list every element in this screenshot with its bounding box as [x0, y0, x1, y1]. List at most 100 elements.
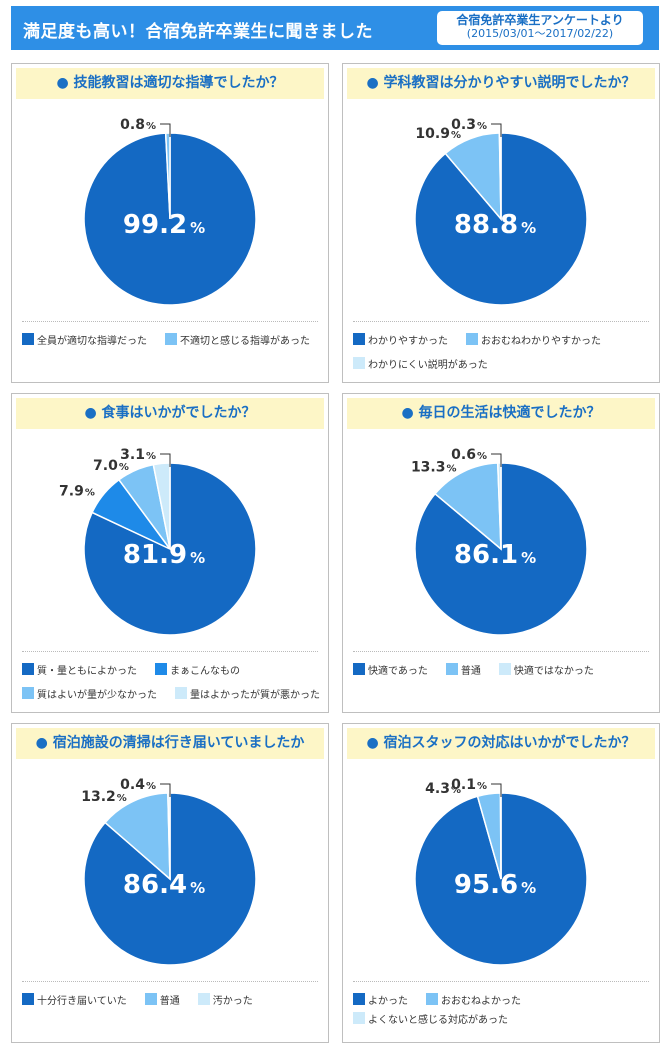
- slice-value-label: 3.1%: [120, 447, 156, 463]
- legend-item: 質はよいが量が少なかった: [22, 686, 157, 701]
- pie-slice: [414, 462, 588, 636]
- pie-chart-container: 86.4% 13.2% 0.4%: [12, 762, 328, 980]
- pie-slice: [104, 792, 171, 881]
- chart-title: ● 宿泊施設の清掃は行き届いていましたか: [16, 728, 324, 759]
- legend-swatch: [466, 333, 478, 345]
- legend-label: 全員が適切な指導だった: [37, 335, 147, 347]
- leader-line: [160, 123, 171, 137]
- chart-legend: 質・量ともによかった まぁこんなもの質はよいが量が少なかった 量はよかったが質が悪か…: [22, 662, 322, 705]
- legend-label: おおむねよかった: [441, 995, 521, 1007]
- legend-label: わかりにくい説明があった: [368, 359, 488, 371]
- main-slice-label: 95.6%: [454, 870, 536, 900]
- chart-title: ● 毎日の生活は快適でしたか？: [347, 398, 655, 429]
- legend-swatch: [155, 663, 167, 675]
- pie-chart: 81.9 % 7.9% 7.0%3.1%: [59, 447, 257, 636]
- main-slice-label: 99.2%: [123, 210, 205, 240]
- legend-item: よかった: [353, 992, 408, 1007]
- chart-title: ● 宿泊スタッフの対応はいかがでしたか？: [347, 728, 655, 759]
- slice-value-label: 7.9%: [59, 484, 95, 500]
- legend-label: 快適ではなかった: [513, 665, 594, 677]
- divider: [353, 321, 649, 322]
- legend-swatch: [353, 333, 365, 345]
- legend-swatch: [353, 1012, 365, 1024]
- pie-chart: 99.2 % 0.8%: [83, 117, 257, 306]
- legend-item: 快適ではなかった: [498, 662, 594, 677]
- legend-label: 普通: [159, 995, 180, 1007]
- pie-chart-container: 88.8% 10.9% 0.3%: [343, 102, 659, 320]
- divider: [353, 651, 649, 652]
- slice-value-label: 4.3%: [425, 781, 461, 797]
- leader-line: [491, 783, 502, 797]
- slice-value-label: 10.9%: [415, 126, 461, 142]
- pie-chart: 95.6 % 4.3%0.1%: [414, 777, 588, 966]
- legend-label: 十分行き届いていた: [37, 995, 127, 1007]
- legend-item: わかりにくい説明があった: [353, 356, 488, 371]
- legend-label: 汚かった: [212, 995, 253, 1007]
- divider: [22, 981, 318, 982]
- legend-swatch: [165, 333, 177, 345]
- legend-label: おおむねわかりやすかった: [481, 335, 601, 347]
- main-slice-label: 81.9%: [123, 540, 205, 570]
- legend-swatch: [22, 993, 34, 1005]
- legend-item: 質・量ともによかった: [22, 662, 137, 677]
- pie-chart-container: 95.6% 4.3% 0.1%: [343, 762, 659, 980]
- legend-label: 快適であった: [368, 665, 428, 677]
- legend-swatch: [144, 993, 157, 1005]
- legend-swatch: [22, 687, 34, 699]
- pie-chart: 86.1 % 13.3%0.6%: [411, 447, 588, 636]
- legend-label: わかりやすかった: [368, 335, 448, 347]
- legend-item: 量はよかったが質が悪かった: [175, 686, 320, 701]
- survey-source-label: 合宿免許卒業生アンケートより: [456, 13, 624, 27]
- main-slice-label: 86.4%: [123, 870, 205, 900]
- pie-slice: [434, 462, 502, 551]
- slice-value-label: 13.3%: [411, 459, 457, 475]
- legend-swatch: [22, 663, 34, 675]
- legend-item: 普通: [144, 992, 180, 1007]
- slice-value-label: 0.3%: [451, 117, 487, 133]
- pie-slice: [83, 462, 257, 636]
- legend-swatch: [353, 663, 365, 675]
- legend-swatch: [22, 333, 34, 345]
- chart-legend: 快適であった 普通 快適ではなかった: [353, 662, 653, 681]
- pie-slice: [414, 132, 588, 306]
- legend-label: 普通: [460, 665, 481, 677]
- legend-swatch: [498, 663, 511, 675]
- legend-item: よくないと感じる対応があった: [353, 1011, 508, 1026]
- legend-item: 全員が適切な指導だった: [22, 332, 147, 347]
- chart-panel-daily-life: ● 毎日の生活は快適でしたか？ 86.1% 13.3% 0.6% 快適であった 普通快…: [342, 393, 660, 713]
- pie-chart: 88.8 % 10.9%0.3%: [414, 117, 588, 306]
- chart-title: ● 技能教習は適切な指導でしたか？: [16, 68, 324, 99]
- slice-value-label: 13.2%: [81, 789, 127, 805]
- pie-chart-container: 99.2% 0.8%: [12, 102, 328, 320]
- divider: [22, 321, 318, 322]
- legend-swatch: [197, 993, 210, 1005]
- chart-panel-meals: ● 食事はいかがでしたか？ 81.9% 7.9% 7.0% 3.1% 質・量ともによか…: [11, 393, 329, 713]
- main-slice-label: 88.8%: [454, 210, 536, 240]
- pie-slice: [499, 792, 502, 880]
- legend-item: 不適切と感じる指導があった: [165, 332, 310, 347]
- legend-item: まぁこんなもの: [155, 662, 240, 677]
- chart-panel-skill-instruction: ● 技能教習は適切な指導でしたか？ 99.2% 0.8% 全員が適切な指導だった 不…: [11, 63, 329, 383]
- legend-swatch: [445, 663, 458, 675]
- legend-swatch: [353, 357, 365, 369]
- slice-value-label: 0.8%: [120, 117, 156, 133]
- chart-panel-staff-service: ● 宿泊スタッフの対応はいかがでしたか？ 95.6% 4.3% 0.1% よかった お…: [342, 723, 660, 1043]
- page-header: 満足度も高い！合宿免許卒業生に聞きました 合宿免許卒業生アンケートより (201…: [11, 6, 659, 50]
- chart-title: ● 食事はいかがでしたか？: [16, 398, 324, 429]
- legend-swatch: [175, 687, 187, 699]
- legend-label: 不適切と感じる指導があった: [180, 335, 310, 347]
- survey-period: (2015/03/01～2017/02/22): [466, 26, 614, 40]
- main-slice-label: 86.1%: [454, 540, 536, 570]
- slice-value-label: 0.1%: [451, 777, 487, 793]
- page-title: 満足度も高い！合宿免許卒業生に聞きました: [23, 22, 373, 42]
- legend-label: 量はよかったが質が悪かった: [190, 689, 320, 701]
- legend-item: 快適であった: [353, 662, 428, 677]
- pie-chart-container: 86.1% 13.3% 0.6%: [343, 432, 659, 650]
- legend-label: まぁこんなもの: [170, 665, 240, 677]
- chart-legend: わかりやすかった おおむねわかりやすかったわかりにくい説明があった: [353, 332, 653, 375]
- legend-swatch: [426, 993, 438, 1005]
- leader-line: [491, 123, 502, 137]
- legend-label: よかった: [368, 995, 408, 1007]
- legend-label: 質・量ともによかった: [37, 665, 137, 677]
- chart-panel-lecture-clarity: ● 学科教習は分かりやすい説明でしたか？ 88.8% 10.9% 0.3% わかりや…: [342, 63, 660, 383]
